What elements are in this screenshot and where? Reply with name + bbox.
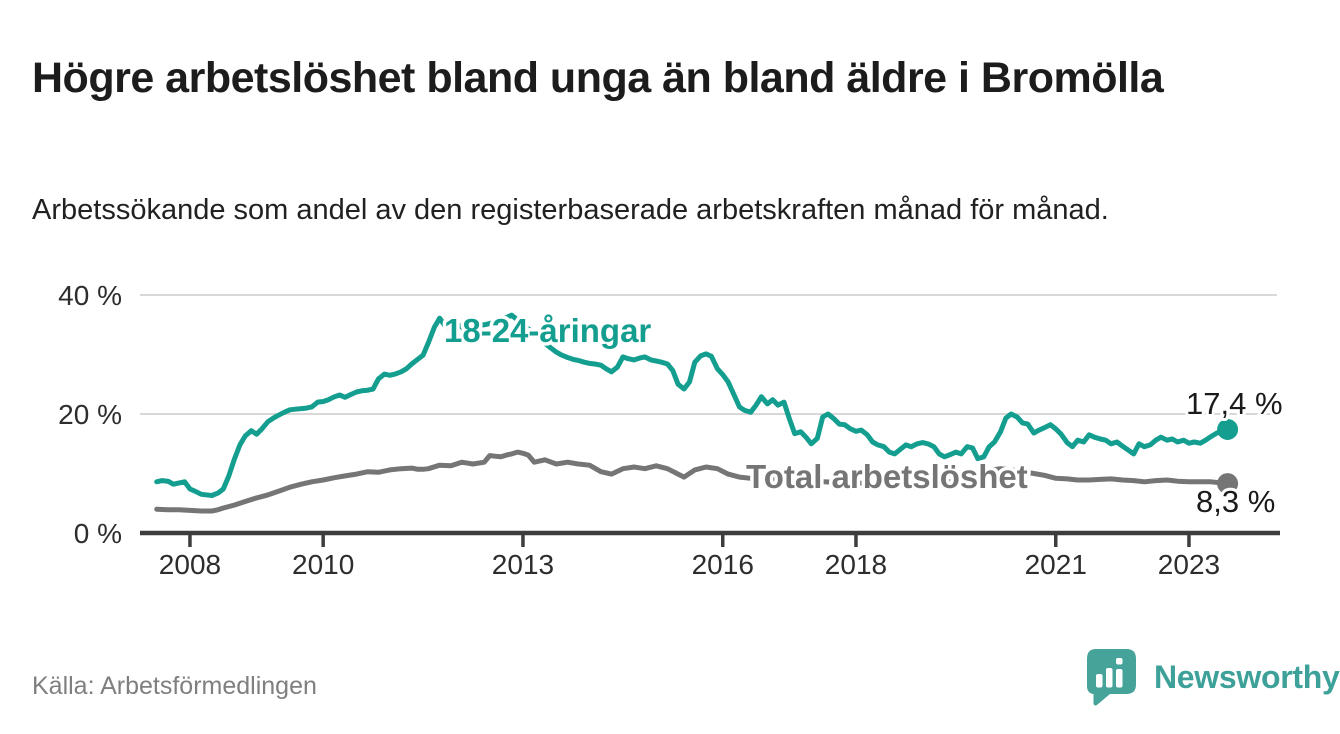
y-tick-label: 20 %: [58, 399, 122, 430]
x-tick-label: 2013: [492, 549, 554, 580]
end-dot: [1217, 473, 1239, 495]
y-tick-label: 40 %: [58, 280, 122, 311]
line-chart: 0 % 20 % 40 % 18-24-åringar Total arbetslösh…: [58, 280, 1285, 580]
series-line-young: [154, 312, 1231, 498]
logo-bar-1: [1096, 674, 1103, 688]
source-note: Källa: Arbetsförmedlingen: [32, 672, 317, 700]
logo-bar-3: [1116, 669, 1123, 688]
series-label-young: 18-24-åringar: [444, 312, 651, 349]
x-tick-label: 2016: [692, 549, 754, 580]
logo-dot: [1116, 658, 1123, 665]
newsworthy-logo-text: Newsworthy: [1154, 658, 1340, 695]
page-subtitle: Arbetssökande som andel av den registerb…: [32, 194, 1109, 226]
end-dot: [1217, 418, 1239, 440]
x-tick-label: 2021: [1025, 549, 1087, 580]
newsworthy-logo-icon: [1087, 649, 1136, 706]
end-value-label: 17,4 %: [1186, 386, 1283, 421]
x-tick-label: 2010: [292, 549, 354, 580]
series-line-total: [154, 449, 1231, 514]
logo-bar-2: [1106, 668, 1113, 688]
y-tick-label: 0 %: [74, 518, 122, 549]
series-label-total: Total arbetslöshet: [746, 458, 1028, 495]
x-tick-label: 2018: [825, 549, 887, 580]
x-tick-label: 2023: [1158, 549, 1220, 580]
end-value-label: 8,3 %: [1196, 484, 1275, 519]
page-title: Högre arbetslöshet bland unga än bland ä…: [32, 53, 1164, 102]
newsworthy-logo: Newsworthy: [1082, 646, 1340, 708]
x-tick-label: 2008: [159, 549, 221, 580]
